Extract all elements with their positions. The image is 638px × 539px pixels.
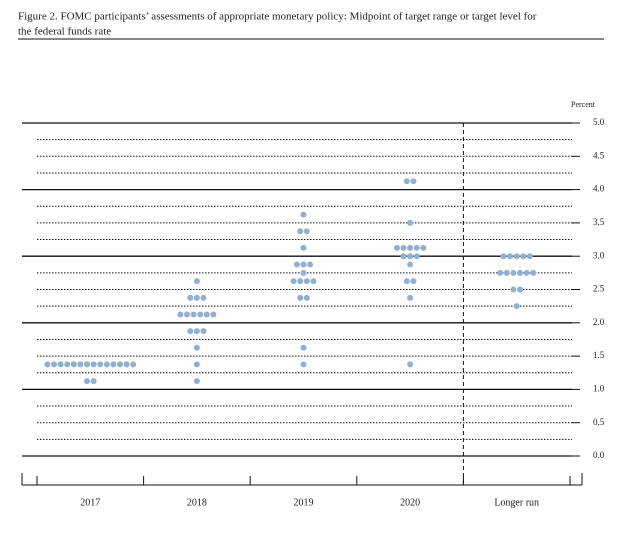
dot — [193, 344, 200, 351]
y-tick-label: 3.5 — [593, 217, 605, 227]
dot — [70, 361, 77, 368]
y-tick-label: 0.5 — [593, 417, 605, 427]
dot — [84, 361, 90, 368]
dot — [184, 311, 190, 318]
x-tick-label: 2017 — [80, 497, 100, 508]
dot — [407, 261, 414, 268]
dot — [510, 286, 517, 293]
dot — [193, 328, 200, 335]
dot — [110, 361, 117, 368]
y-axis-label: Percent — [571, 100, 596, 109]
dot — [497, 269, 504, 276]
dot — [300, 211, 307, 218]
y-tick-label: 4.0 — [593, 184, 605, 194]
dot — [200, 328, 207, 335]
dot — [90, 361, 97, 368]
dot — [500, 253, 507, 260]
x-tick-label: 2019 — [294, 497, 314, 508]
dot — [103, 361, 110, 368]
dot — [300, 344, 307, 351]
dot — [303, 228, 310, 235]
dot — [130, 361, 137, 368]
dot — [513, 303, 520, 310]
dot — [407, 361, 414, 368]
dot — [200, 294, 207, 301]
dot — [300, 269, 307, 276]
dot — [407, 219, 414, 226]
y-tick-label: 0.0 — [593, 450, 605, 460]
dot — [507, 253, 514, 260]
dot — [303, 278, 310, 285]
chart-title-line: the federal funds rate — [18, 26, 111, 38]
dot — [97, 361, 104, 368]
dot — [517, 286, 523, 293]
dot — [407, 294, 414, 301]
dot — [123, 361, 130, 368]
dot — [400, 244, 407, 251]
dot — [523, 269, 530, 276]
dot — [90, 378, 97, 385]
x-tick-label: 2018 — [187, 497, 207, 508]
dot — [410, 178, 417, 185]
y-tick-label: 3.0 — [593, 250, 605, 260]
dot — [64, 361, 71, 368]
dot — [187, 328, 194, 335]
dot — [413, 253, 420, 260]
dot — [400, 253, 407, 260]
dot — [410, 278, 417, 285]
dot — [300, 244, 307, 251]
dot — [84, 378, 90, 385]
dot — [193, 294, 200, 301]
x-tick-label: 2020 — [400, 497, 420, 508]
dot — [193, 278, 200, 285]
dot — [290, 278, 297, 285]
dot — [293, 261, 300, 268]
dot — [503, 269, 510, 276]
dot — [307, 261, 314, 268]
dot — [51, 361, 57, 368]
dot — [297, 278, 304, 285]
dot — [197, 311, 204, 318]
dot — [403, 178, 410, 185]
dot — [190, 311, 197, 318]
dot — [57, 361, 64, 368]
dot — [193, 378, 200, 385]
dot — [513, 253, 520, 260]
dot — [510, 269, 517, 276]
dot — [210, 311, 217, 318]
dot — [517, 269, 523, 276]
dot — [310, 278, 317, 285]
dot — [413, 244, 420, 251]
dot — [407, 253, 414, 260]
dot — [203, 311, 210, 318]
dot — [403, 278, 410, 285]
dot — [193, 361, 200, 368]
dot — [530, 269, 537, 276]
dot — [297, 294, 304, 301]
dot — [300, 261, 307, 268]
dot — [526, 253, 533, 260]
dot — [177, 311, 184, 318]
dot — [77, 361, 84, 368]
dot — [117, 361, 123, 368]
dot — [520, 253, 527, 260]
dot — [420, 244, 427, 251]
y-tick-label: 1.0 — [593, 383, 605, 393]
y-tick-label: 5.0 — [593, 117, 605, 127]
y-tick-label: 2.5 — [593, 284, 605, 294]
chart-title-line: Figure 2. FOMC participants’ assessments… — [18, 11, 537, 23]
y-tick-label: 1.5 — [593, 350, 605, 360]
dot — [44, 361, 51, 368]
dot — [297, 228, 304, 235]
y-tick-label: 4.5 — [593, 150, 605, 160]
dot — [393, 244, 400, 251]
dot — [300, 361, 307, 368]
dot — [303, 294, 310, 301]
dot — [407, 244, 414, 251]
dot — [187, 294, 194, 301]
x-tick-label: Longer run — [494, 497, 539, 508]
y-tick-label: 2.0 — [593, 317, 605, 327]
